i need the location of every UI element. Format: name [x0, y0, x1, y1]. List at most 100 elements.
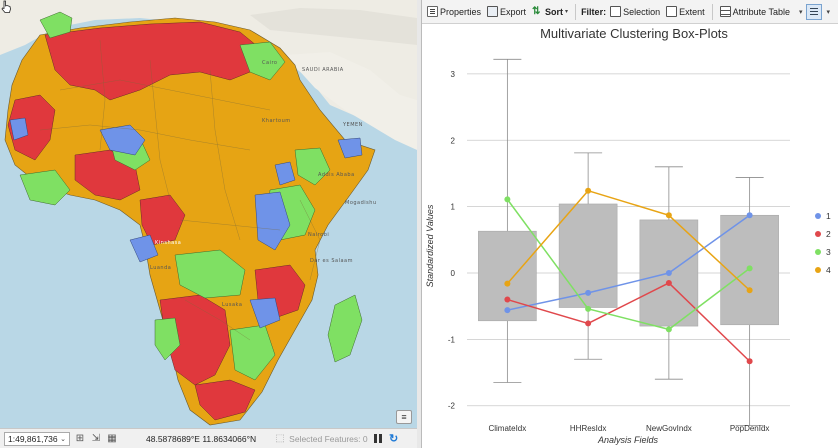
toolbar-divider	[575, 3, 577, 20]
y-tick-label: 3	[451, 70, 456, 79]
cluster-2-north	[44, 21, 263, 101]
x-tick-label: HHResIdx	[570, 424, 606, 433]
map-canvas[interactable]: SAUDI ARABIA YEMEN Khartoum Addis Ababa …	[0, 0, 417, 428]
overflow-chevron-icon[interactable]: ▾	[798, 8, 803, 16]
data-point-2	[746, 358, 753, 365]
properties-button[interactable]: Properties	[425, 3, 483, 21]
data-point-4	[665, 212, 672, 219]
map-label-lusaka: Lusaka	[222, 302, 243, 308]
pause-drawing-button[interactable]	[372, 433, 384, 445]
series-lines	[504, 187, 753, 365]
y-axis-title: Standardized Values	[425, 204, 435, 287]
x-axis-title: Analysis Fields	[597, 435, 659, 445]
extent-label: Extent	[679, 6, 705, 17]
map-label-yemen: YEMEN	[343, 122, 363, 128]
y-tick-label: -1	[448, 335, 456, 344]
cluster-1-malawi	[249, 297, 281, 329]
export-button[interactable]: Export	[485, 3, 528, 21]
cluster-3-coast	[19, 169, 71, 206]
map-label-khartoum: Khartoum	[262, 118, 291, 124]
properties-icon	[427, 6, 438, 17]
series-line-2	[507, 282, 751, 362]
chart-view: Properties Export ⇅ Sort ▾ Filter: Selec…	[421, 0, 838, 448]
y-tick-label: -2	[448, 402, 456, 411]
x-tick-label: PopDenIdx	[730, 424, 770, 433]
legend-marker-1	[815, 213, 821, 219]
chart-toolbar: Properties Export ⇅ Sort ▾ Filter: Selec…	[422, 0, 838, 24]
attribute-table-button[interactable]: Attribute Table	[718, 3, 792, 21]
y-tick-label: 1	[451, 203, 456, 212]
data-point-3	[585, 305, 592, 312]
admin-boundaries	[39, 39, 321, 341]
map-label-kinshasa: Kinshasa	[155, 240, 182, 246]
cluster-1-sudan	[274, 161, 296, 186]
map-label-saudi-arabia: SAUDI ARABIA	[302, 67, 344, 73]
cluster-2-west	[7, 94, 56, 161]
cluster-3-madagascar	[327, 294, 363, 363]
chevron-down-icon[interactable]: ▾	[826, 8, 830, 16]
cluster-2-central	[139, 194, 186, 246]
data-point-3	[665, 326, 672, 333]
africa-cluster-map	[0, 0, 417, 426]
filter-label: Filter:	[581, 6, 607, 17]
navigate-icon[interactable]: ⇲	[91, 432, 101, 444]
map-label-addis-ababa: Addis Ababa	[318, 172, 355, 178]
filter-selection-button[interactable]: Selection	[608, 3, 662, 21]
selection-label: Selection	[623, 6, 661, 17]
grid-icon[interactable]: ⊞	[75, 432, 85, 444]
properties-label: Properties	[440, 6, 482, 17]
scale-selector[interactable]: 1:49,861,736 ⌄	[4, 431, 70, 446]
legend-label-2: 2	[826, 229, 831, 239]
data-point-3	[746, 265, 753, 272]
cluster-3-namibia	[154, 317, 181, 361]
cluster-3-ethiopia	[294, 147, 331, 186]
cluster-1-westcoast	[9, 117, 29, 141]
series-line-4	[506, 189, 751, 291]
filter-extent-button[interactable]: Extent	[664, 3, 707, 21]
data-point-3	[504, 196, 511, 203]
toolbar-menu: ▾ ▾	[798, 3, 836, 20]
chat-icon[interactable]: ≡	[396, 410, 412, 424]
cluster-1-gabon	[129, 234, 159, 263]
boxes	[478, 58, 779, 427]
legend-marker-3	[815, 249, 821, 255]
coordinate-readout: 48.5878689°E 11.8634066°N	[146, 433, 257, 444]
data-point-2	[585, 320, 592, 327]
sort-button[interactable]: ⇅ Sort ▾	[530, 3, 570, 21]
cluster-1-sahel	[99, 124, 146, 156]
cluster-3-egypt	[239, 41, 286, 81]
data-point-1	[665, 270, 672, 276]
cluster-1-horn	[337, 137, 363, 159]
export-icon	[487, 6, 499, 17]
cluster-3-maghreb	[39, 11, 73, 39]
selected-features-label: Selected Features: 0	[289, 433, 368, 444]
x-tick-label: NewGovIndx	[646, 424, 692, 433]
cluster-2-cape	[194, 379, 256, 421]
map-label-cairo: Cairo	[262, 60, 278, 66]
data-point-1	[504, 307, 511, 314]
sort-label: Sort	[545, 6, 564, 17]
legend-label-1: 1	[826, 211, 831, 221]
legend-label-4: 4	[826, 265, 831, 275]
data-point-1	[746, 212, 753, 219]
cluster-1-greatlakes	[254, 191, 291, 251]
sort-icon: ⇅	[532, 6, 541, 17]
chevron-down-icon: ▾	[565, 9, 569, 15]
scale-value: 1:49,861,736	[8, 433, 58, 444]
toolbar-divider	[711, 3, 713, 20]
x-tick-label: ClimateIdx	[488, 424, 526, 433]
chevron-down-icon: ⌄	[60, 435, 66, 443]
data-point-4	[585, 187, 592, 194]
data-point-2	[504, 296, 511, 303]
map-view[interactable]: SAUDI ARABIA YEMEN Khartoum Addis Ababa …	[0, 0, 417, 448]
y-tick-label: 2	[451, 136, 456, 145]
chart-legend: 1 2 3 4	[815, 211, 831, 275]
map-label-luanda: Luanda	[150, 265, 172, 271]
map-label-mogadishu: Mogadishu	[345, 200, 377, 206]
data-point-1	[585, 289, 592, 296]
x-tick-labels: ClimateIdx HHResIdx NewGovIndx PopDenIdx	[488, 424, 769, 433]
table-icon[interactable]: ▦	[107, 432, 117, 444]
refresh-icon[interactable]: ↻	[388, 432, 399, 445]
map-label-dar-es-salaam: Dar es Salaam	[310, 258, 353, 264]
list-view-icon[interactable]	[806, 3, 823, 20]
